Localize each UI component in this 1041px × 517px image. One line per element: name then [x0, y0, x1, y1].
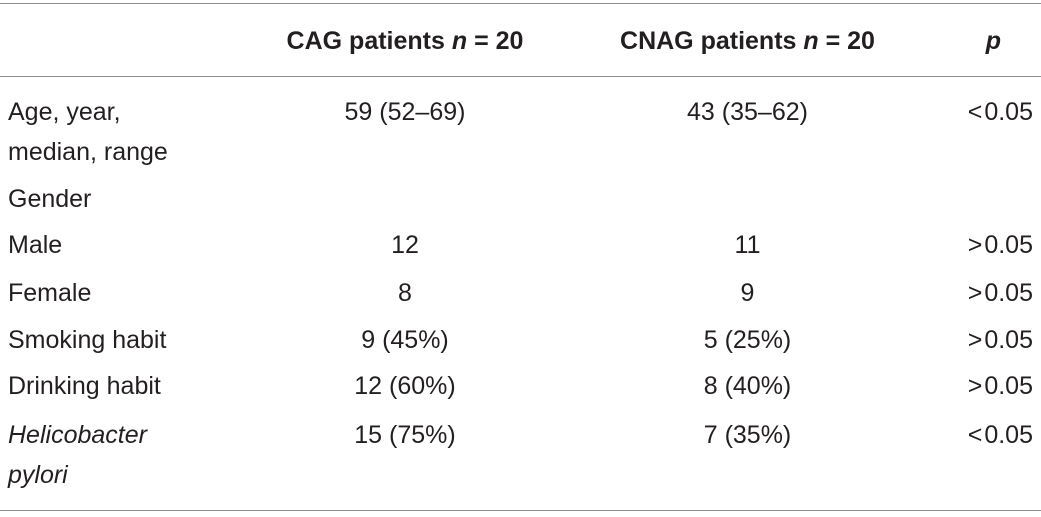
row-drinking-label: Drinking habit	[8, 372, 161, 400]
top-rule	[0, 3, 1041, 4]
row-drinking-cnag: 8 (40%)	[703, 372, 792, 400]
row-smoking-label: Smoking habit	[8, 326, 167, 354]
row-age-cag: 59 (52–69)	[344, 98, 466, 126]
row-gender-label: Gender	[8, 185, 92, 213]
row-hpylori-cag: 15 (75%)	[354, 421, 456, 449]
row-hpylori-label-line2: pylori	[8, 461, 68, 489]
row-hpylori-cnag: 7 (35%)	[703, 421, 792, 449]
row-age-p: <0.05	[967, 98, 1033, 126]
row-female-cag: 8	[398, 279, 412, 307]
row-hpylori-label-line1: Helicobacter	[8, 421, 147, 449]
row-female-label: Female	[8, 279, 92, 307]
row-smoking-cnag: 5 (25%)	[703, 326, 792, 354]
row-age-label-line2: median, range	[8, 138, 168, 166]
row-age-label-line1: Age, year,	[8, 98, 121, 126]
row-female-cnag: 9	[740, 279, 755, 307]
row-male-p: >0.05	[967, 231, 1033, 259]
row-drinking-p: >0.05	[967, 372, 1033, 400]
bottom-rule	[0, 510, 1041, 511]
header-cnag-patients: CNAG patients n = 20	[620, 27, 875, 55]
row-age-cnag: 43 (35–62)	[687, 98, 808, 126]
row-smoking-p: >0.05	[967, 326, 1033, 354]
header-rule	[0, 76, 1041, 77]
row-drinking-cag: 12 (60%)	[354, 372, 456, 400]
row-female-p: >0.05	[967, 279, 1033, 307]
header-p: p	[985, 27, 1001, 55]
row-hpylori-p: <0.05	[967, 421, 1033, 449]
row-male-label: Male	[8, 231, 63, 259]
header-cag-patients: CAG patients n = 20	[286, 27, 524, 55]
row-smoking-cag: 9 (45%)	[361, 326, 449, 354]
row-male-cnag: 11	[734, 231, 761, 259]
row-male-cag: 12	[391, 231, 419, 259]
